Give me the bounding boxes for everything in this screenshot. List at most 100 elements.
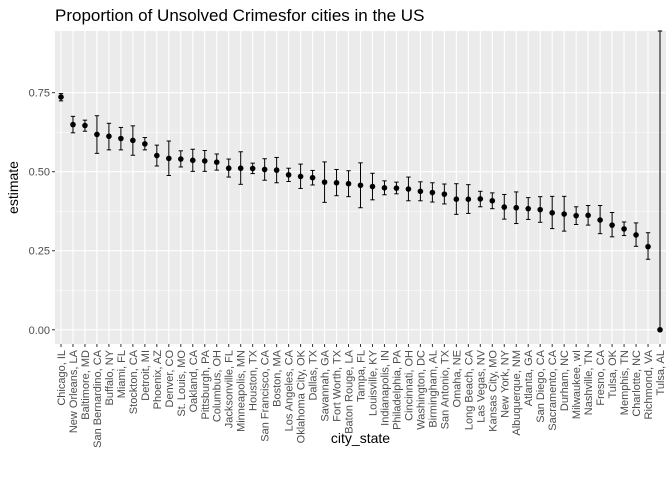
x-tick-label: St. Louis, MO [176,350,188,417]
x-tick-label: New York, NY [499,349,511,418]
data-point-group [213,153,220,171]
data-point [189,157,196,164]
data-point-group [657,30,663,333]
y-axis: 0.00 0.25 0.50 0.75 [29,88,55,337]
x-tick-label: Kansas City, MO [487,350,499,432]
data-point-group [465,184,472,214]
data-point-group [273,156,280,184]
data-point-group [597,205,603,235]
x-tick-label: Louisville, KY [367,349,379,416]
x-tick-label: Albuquerque, NM [511,350,523,436]
x-tick-label: Nashville, TN [583,350,595,415]
data-point-group [417,181,424,202]
data-point-group [549,195,555,230]
data-point [118,135,124,142]
data-point-group [166,140,172,176]
data-point [645,243,651,250]
data-point-group [333,168,340,197]
x-tick-label: San Antonio, TX [439,349,451,429]
data-point [549,209,555,216]
x-tick-label: Washington, DC [415,350,427,430]
data-point-group [405,176,412,202]
data-point-group [381,180,388,196]
data-point-group [453,183,460,215]
x-tick-label: Sacramento, CA [547,349,559,430]
data-point-group [142,137,148,151]
data-point [513,204,520,211]
x-tick-label: Detroit, MI [140,350,152,401]
data-point [633,232,639,238]
x-tick-label: Birmingham, AL [427,350,439,428]
x-tick-label: Tulsa, OK [607,349,619,398]
data-point [249,165,256,172]
x-tick-label: Buffalo, NY [104,349,116,405]
x-tick-label: Long Beach, CA [463,349,475,430]
data-point-group [573,206,579,225]
data-point [621,226,627,232]
x-tick-label: Boston, MA [272,349,284,407]
data-point [453,196,460,202]
data-point-group [645,232,651,260]
chart-title: Proportion of Unsolved Crimesfor cities … [55,6,424,25]
x-tick-label: Omaha, NE [451,350,463,407]
data-point [297,173,304,180]
x-tick-label: Tulsa, AL [655,350,667,395]
data-point-group [130,125,136,156]
data-point [58,94,64,100]
data-point [225,165,232,172]
data-point [130,137,136,144]
data-point-group [309,169,316,186]
data-point-group [489,192,496,210]
data-point [70,121,76,128]
data-point-group [525,197,532,220]
data-point [417,188,424,195]
x-tick-label: Stockton, CA [128,349,140,414]
x-tick-label: Fresno, CA [595,349,607,405]
data-point [82,122,88,129]
data-point-group [237,151,244,185]
data-point [585,212,591,219]
data-point [201,158,208,164]
data-point [537,206,544,213]
data-point-group [609,211,615,238]
data-point-group [249,162,256,175]
data-point-group [177,150,184,168]
data-point-group [621,221,627,237]
data-point [285,172,292,178]
data-point [441,191,448,197]
data-point [321,179,328,185]
data-point-group [82,119,88,132]
x-tick-label: San Bernardino, CA [92,349,104,447]
data-point [166,155,172,162]
data-point [177,156,184,162]
data-point-group [154,144,160,167]
data-point-group [261,158,268,181]
data-point [405,186,412,192]
x-tick-label: Minneapolis, MN [236,350,248,432]
x-tick-label: Baltimore, MD [80,350,92,420]
x-tick-label: Indianapolis, IN [379,350,391,426]
data-point [369,183,376,190]
data-point [261,166,268,173]
data-point-group [321,161,328,203]
data-point [357,182,364,189]
data-point [657,326,663,333]
data-point [429,189,436,196]
x-tick-label: Las Vegas, NV [475,349,487,422]
x-axis-title: city_state [331,430,390,446]
data-point-group [513,191,520,225]
x-tick-label: Miami, FL [116,350,128,398]
x-tick-label: Jacksonville, FL [224,350,236,428]
x-tick-label: Fort Worth, TX [332,349,344,421]
x-tick-label: Atlanta, GA [523,349,535,406]
y-tick-label: 0.75 [29,88,50,100]
x-tick-label: San Francisco, CA [260,349,272,441]
x-tick-label: Baton Rouge, LA [344,349,356,433]
data-point-group [106,122,112,151]
data-point [393,185,400,191]
data-point-group [501,193,508,220]
x-tick-label: Chicago, IL [56,350,68,406]
data-point [154,152,160,159]
x-tick-label: Los Angeles, CA [284,349,296,431]
